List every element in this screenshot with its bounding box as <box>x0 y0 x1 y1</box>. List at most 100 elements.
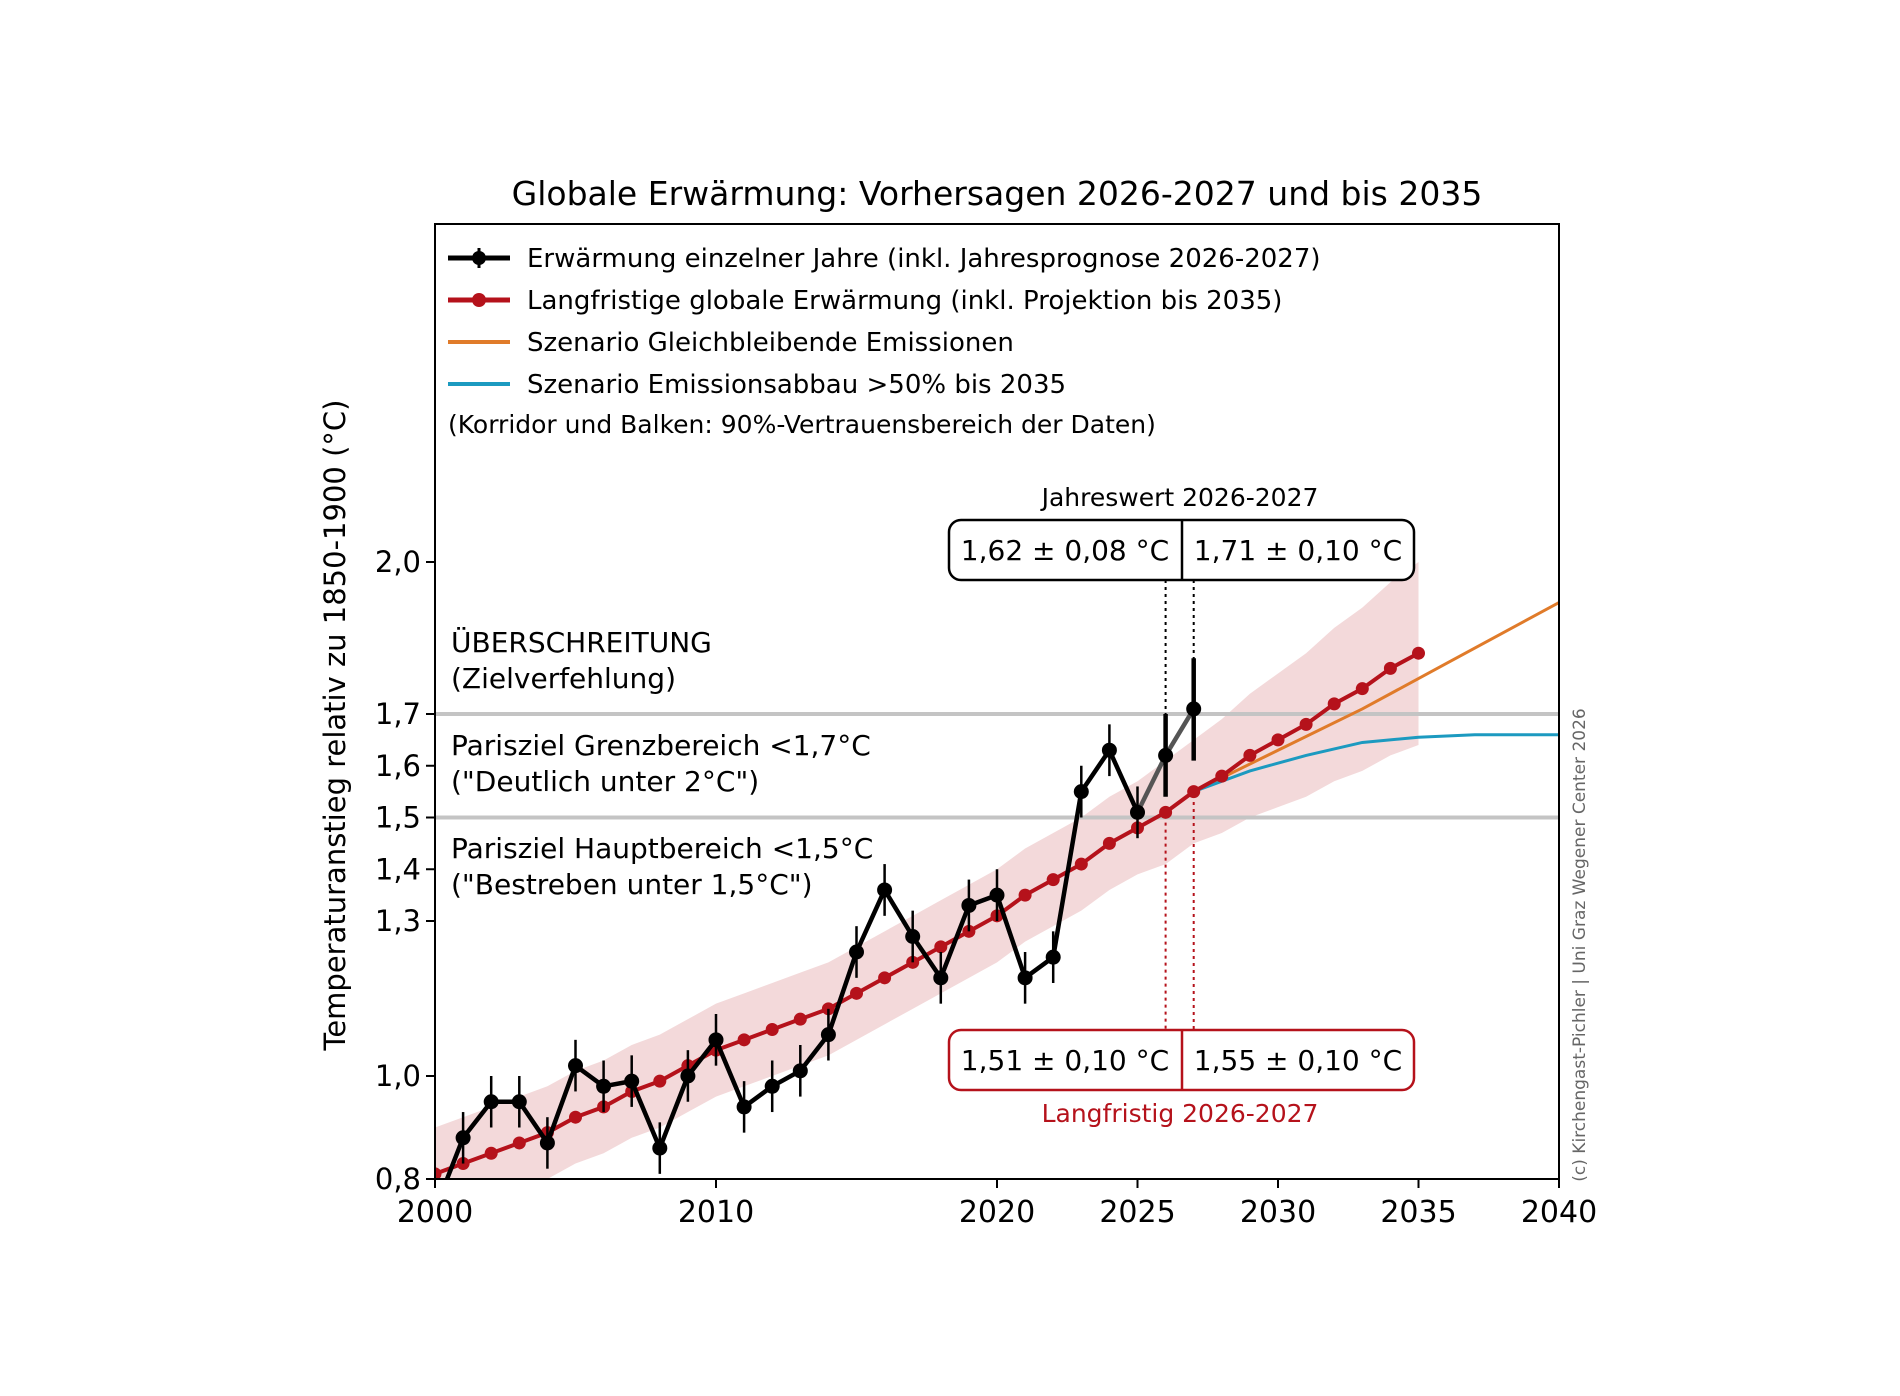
longterm-point <box>793 1012 807 1026</box>
longterm-point <box>1299 717 1313 731</box>
annotation-connectors <box>1164 580 1195 1030</box>
scenario-lines <box>1193 601 1559 794</box>
longterm-point <box>484 1146 498 1160</box>
x-tick-label: 2030 <box>1240 1195 1316 1230</box>
longterm-point <box>1243 748 1257 762</box>
corridor-area <box>435 562 1419 1179</box>
longterm-point <box>512 1136 526 1150</box>
annual-point <box>764 1078 780 1094</box>
annual-point <box>961 897 977 913</box>
legend-entry-reduction: Szenario Emissionsabbau >50% bis 2035 <box>527 370 1066 400</box>
longterm-point <box>1383 661 1397 675</box>
x-tick-label: 2000 <box>397 1195 473 1230</box>
annual-point <box>680 1068 696 1084</box>
annual-value-box: Jahreswert 2026-2027 1,62 ± 0,08 °C 1,71… <box>947 483 1416 582</box>
longterm-point <box>1412 646 1425 660</box>
longterm-point <box>1018 888 1032 902</box>
uncertainty-corridor <box>435 562 1419 1179</box>
x-tick-label: 2025 <box>1099 1195 1175 1230</box>
y-tick-label: 1,6 <box>375 749 421 783</box>
longterm-point <box>1327 697 1341 711</box>
longterm-point <box>1046 873 1060 887</box>
y-tick-label: 1,5 <box>375 801 421 835</box>
longterm-point <box>1215 769 1229 783</box>
scenario-constant-line <box>1193 601 1559 793</box>
scenario-reduction-line <box>1193 733 1559 794</box>
annual-point <box>1186 701 1202 717</box>
x-tick-label: 2010 <box>678 1195 754 1230</box>
annual-point <box>596 1078 612 1094</box>
annual-point <box>539 1135 555 1151</box>
y-tick-label: 1,7 <box>375 697 421 731</box>
legend-note: (Korridor und Balken: 90%-Vertrauensbere… <box>448 410 1156 439</box>
zone-exceed-title: ÜBERSCHREITUNG <box>451 625 712 659</box>
annual-point <box>1045 949 1061 965</box>
annual-point <box>568 1058 583 1074</box>
zone-labels: ÜBERSCHREITUNG (Zielverfehlung) Pariszie… <box>451 625 873 901</box>
x-tick-label: 2020 <box>959 1195 1035 1230</box>
annual-box-left: 1,62 ± 0,08 °C <box>961 534 1169 567</box>
annual-point <box>624 1073 640 1089</box>
legend-entry-longterm: Langfristige globale Erwärmung (inkl. Pr… <box>527 286 1282 316</box>
longterm-box-left: 1,51 ± 0,10 °C <box>961 1044 1169 1077</box>
longterm-point <box>435 1167 442 1179</box>
annual-line <box>444 747 1140 1179</box>
annual-point <box>849 944 864 960</box>
legend-entry-constant: Szenario Gleichbleibende Emissionen <box>527 328 1014 358</box>
annual-point <box>736 1099 752 1115</box>
annual-box-title: Jahreswert 2026-2027 <box>1040 483 1319 512</box>
longterm-point <box>934 940 948 954</box>
y-tick-label: 1,3 <box>375 904 421 938</box>
longterm-point <box>1187 785 1201 799</box>
longterm-point <box>1074 857 1088 871</box>
longterm-box-title: Langfristig 2026-2027 <box>1042 1099 1319 1128</box>
longterm-point <box>765 1023 779 1036</box>
y-axis-label: Temperaturanstieg relativ zu 1850-1900 (… <box>318 400 352 1052</box>
zone-exceed-sub: (Zielverfehlung) <box>451 662 676 695</box>
legend-marker-longterm <box>472 293 486 307</box>
annual-point <box>1073 784 1089 800</box>
zone-limit-title: Parisziel Grenzbereich <1,7°C <box>451 729 871 762</box>
annual-point <box>989 887 1005 903</box>
axes-ticks: 2000 2010 2020 2025 2030 2035 2040 0,8 1,0 1,3 1,4… <box>375 545 1597 1230</box>
longterm-point <box>737 1033 751 1047</box>
annual-point <box>905 929 921 944</box>
longterm-point <box>1159 805 1173 819</box>
y-tick-label: 1,0 <box>375 1059 421 1093</box>
annual-point <box>877 882 893 898</box>
longterm-point <box>1102 836 1116 850</box>
longterm-point <box>850 986 863 1000</box>
y-tick-label: 0,8 <box>375 1162 421 1196</box>
longterm-point <box>1355 682 1369 696</box>
annual-point <box>708 1032 724 1048</box>
annual-point <box>1158 747 1174 763</box>
legend-entry-annual: Erwärmung einzelner Jahre (inkl. Jahresp… <box>527 244 1321 274</box>
legend: Erwärmung einzelner Jahre (inkl. Jahresp… <box>448 244 1321 439</box>
annual-point <box>511 1094 527 1110</box>
longterm-point <box>653 1074 667 1088</box>
annual-point <box>820 1027 836 1043</box>
annual-point <box>792 1063 808 1079</box>
longterm-box-right: 1,55 ± 0,10 °C <box>1194 1044 1402 1077</box>
annual-point <box>1017 970 1033 986</box>
annual-point <box>455 1130 471 1146</box>
longterm-point <box>1271 733 1285 747</box>
zone-main-sub: ("Bestreben unter 1,5°C") <box>451 868 813 901</box>
zone-main-title: Parisziel Hauptbereich <1,5°C <box>451 832 873 865</box>
annual-point <box>933 970 949 986</box>
y-tick-label: 1,4 <box>375 852 421 886</box>
copyright-text: (c) Kirchengast-Pichler | Uni Graz Wegen… <box>1570 708 1590 1181</box>
annual-point <box>1101 742 1117 758</box>
annual-box-right: 1,71 ± 0,10 °C <box>1194 534 1402 567</box>
annual-point <box>1130 804 1145 820</box>
annual-point <box>652 1140 668 1156</box>
longterm-point <box>878 971 892 985</box>
longterm-value-box: 1,51 ± 0,10 °C 1,55 ± 0,10 °C Langfristi… <box>947 1028 1416 1128</box>
zone-limit-sub: ("Deutlich unter 2°C") <box>451 765 759 798</box>
y-tick-label: 2,0 <box>375 545 421 579</box>
x-tick-label: 2035 <box>1380 1195 1456 1230</box>
longterm-point <box>569 1110 582 1124</box>
annual-point <box>483 1094 499 1110</box>
x-tick-label: 2040 <box>1521 1195 1597 1230</box>
